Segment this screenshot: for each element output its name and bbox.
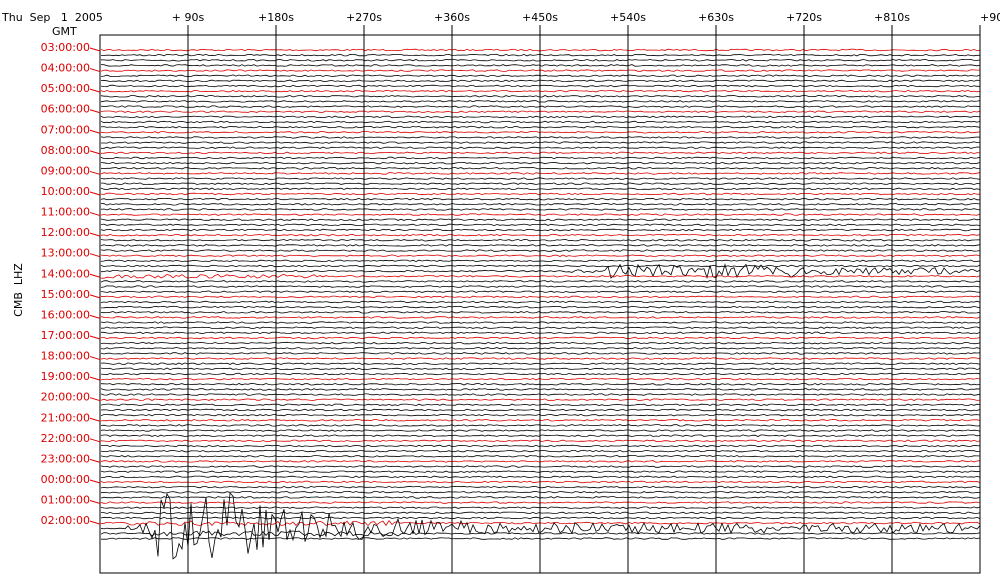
hour-tick bbox=[89, 68, 101, 73]
hour-tick bbox=[89, 253, 101, 258]
hour-label: 05:00:00 bbox=[41, 82, 90, 95]
hour-label: 20:00:00 bbox=[41, 391, 90, 404]
time-offset-label: +360s bbox=[434, 11, 470, 24]
hour-label: 16:00:00 bbox=[41, 308, 90, 321]
hour-tick bbox=[89, 335, 101, 340]
hour-label: 18:00:00 bbox=[41, 350, 90, 363]
hour-label: 08:00:00 bbox=[41, 144, 90, 157]
hour-label: 02:00:00 bbox=[41, 514, 90, 527]
hour-tick bbox=[89, 170, 101, 175]
time-offset-label: +810s bbox=[874, 11, 910, 24]
hour-label: 14:00:00 bbox=[41, 267, 90, 280]
hour-tick bbox=[89, 520, 101, 525]
station-label: CMB LHZ bbox=[12, 263, 25, 317]
hour-tick bbox=[89, 314, 101, 319]
time-offset-label: +270s bbox=[346, 11, 382, 24]
hour-tick bbox=[89, 232, 101, 237]
date-label: Thu Sep 1 2005 bbox=[1, 11, 103, 24]
time-offset-label: +720s bbox=[786, 11, 822, 24]
hour-label: 15:00:00 bbox=[41, 288, 90, 301]
time-offset-label: +180s bbox=[258, 11, 294, 24]
hour-label: 11:00:00 bbox=[41, 206, 90, 219]
time-offset-label: +900s bbox=[980, 11, 1000, 24]
hour-tick bbox=[89, 212, 101, 217]
time-offset-label: +540s bbox=[610, 11, 646, 24]
hour-tick bbox=[89, 129, 101, 134]
hour-tick bbox=[89, 150, 101, 155]
time-offset-label: +630s bbox=[698, 11, 734, 24]
hour-label: 10:00:00 bbox=[41, 185, 90, 198]
hour-tick bbox=[89, 438, 101, 443]
hour-tick bbox=[89, 356, 101, 361]
hour-tick bbox=[89, 191, 101, 196]
hour-label: 06:00:00 bbox=[41, 103, 90, 116]
hour-label: 12:00:00 bbox=[41, 226, 90, 239]
hour-label: 09:00:00 bbox=[41, 164, 90, 177]
hour-tick bbox=[89, 376, 101, 381]
hour-tick bbox=[89, 273, 101, 278]
hour-label: 03:00:00 bbox=[41, 41, 90, 54]
hour-label: 01:00:00 bbox=[41, 494, 90, 507]
hour-tick bbox=[89, 294, 101, 299]
time-offset-label: + 90s bbox=[172, 11, 205, 24]
hour-label: 23:00:00 bbox=[41, 452, 90, 465]
hour-label: 21:00:00 bbox=[41, 411, 90, 424]
hour-label: 13:00:00 bbox=[41, 247, 90, 260]
hour-label: 17:00:00 bbox=[41, 329, 90, 342]
time-offset-label: +450s bbox=[522, 11, 558, 24]
hour-tick bbox=[89, 417, 101, 422]
hour-tick bbox=[89, 458, 101, 463]
hour-label: 00:00:00 bbox=[41, 473, 90, 486]
timezone-label: GMT bbox=[52, 25, 77, 38]
hour-label: 19:00:00 bbox=[41, 370, 90, 383]
hour-tick bbox=[89, 88, 101, 93]
hour-tick bbox=[89, 47, 101, 52]
hour-label: 04:00:00 bbox=[41, 62, 90, 75]
hour-tick bbox=[89, 500, 101, 505]
hour-tick bbox=[89, 109, 101, 114]
hour-label: 22:00:00 bbox=[41, 432, 90, 445]
hour-tick bbox=[89, 397, 101, 402]
hour-tick bbox=[89, 479, 101, 484]
hour-label: 07:00:00 bbox=[41, 123, 90, 136]
